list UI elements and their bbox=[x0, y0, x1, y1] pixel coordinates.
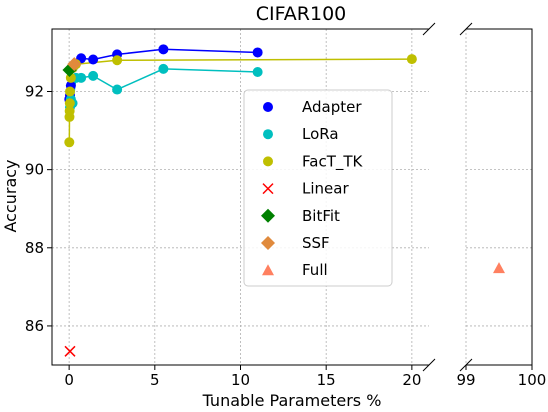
legend-bitfit-marker bbox=[261, 208, 275, 223]
adapter-point bbox=[252, 47, 263, 58]
y-tick-label: 88 bbox=[25, 239, 44, 257]
legend: Adapter LoRa FacT_TK Linear BitFit SSF Full bbox=[243, 89, 393, 287]
axis-break-mark bbox=[422, 22, 436, 36]
axis-break-mark bbox=[422, 358, 436, 372]
x-tick-label: 10 bbox=[231, 371, 250, 389]
lora-series-line bbox=[69, 68, 258, 108]
legend-bitfit-label: BitFit bbox=[302, 207, 340, 225]
legend-linear-label: Linear bbox=[302, 180, 349, 198]
y-tick-label: 90 bbox=[25, 161, 44, 179]
legend-ssf-label: SSF bbox=[302, 234, 330, 252]
axis-break-mark bbox=[459, 22, 473, 36]
right-axes-frame bbox=[466, 28, 533, 366]
adapter-point bbox=[88, 54, 99, 65]
legend-full-marker bbox=[262, 264, 274, 276]
lora-point bbox=[112, 84, 123, 95]
fact-tk-point bbox=[112, 55, 123, 66]
x-tick-label: 100 bbox=[518, 371, 547, 389]
chart-title: CIFAR100 bbox=[256, 3, 347, 25]
ssf-point bbox=[67, 57, 82, 72]
fact-tk-point bbox=[64, 98, 75, 109]
x-axis-label: Tunable Parameters % bbox=[202, 391, 382, 410]
fact-tk-point bbox=[64, 106, 75, 117]
fact-tk-point bbox=[64, 86, 75, 97]
full-point bbox=[493, 262, 505, 274]
legend-box bbox=[243, 89, 393, 287]
legend-ssf-marker bbox=[261, 236, 275, 250]
y-tick-label: 92 bbox=[25, 83, 44, 101]
lora-point bbox=[252, 66, 263, 77]
x-tick-label: 20 bbox=[402, 371, 421, 389]
y-tick-label: 86 bbox=[25, 317, 44, 335]
legend-lora-label: LoRa bbox=[302, 125, 339, 143]
y-axis-label: Accuracy bbox=[1, 159, 20, 232]
lora-point bbox=[88, 70, 99, 81]
legend-full-label: Full bbox=[302, 261, 328, 279]
adapter-point bbox=[158, 44, 169, 55]
axis-ticks: 86 88 90 92 0 5 10 15 20 99 100 bbox=[25, 83, 546, 389]
legend-adapter-marker bbox=[263, 102, 273, 112]
legend-fact-tk-marker bbox=[263, 156, 273, 167]
fact-tk-point bbox=[406, 54, 417, 65]
linear-point bbox=[64, 345, 76, 357]
lora-point bbox=[158, 63, 169, 74]
fact-tk-point bbox=[64, 137, 75, 148]
lora-point bbox=[76, 72, 87, 83]
legend-fact-tk-label: FacT_TK bbox=[302, 152, 364, 171]
legend-adapter-label: Adapter bbox=[302, 98, 362, 116]
legend-lora-marker bbox=[263, 129, 273, 140]
data-points bbox=[62, 44, 505, 357]
x-tick-label: 99 bbox=[456, 371, 475, 389]
legend-linear-marker bbox=[262, 183, 274, 195]
x-tick-label: 15 bbox=[317, 371, 336, 389]
x-tick-label: 5 bbox=[150, 371, 160, 389]
x-tick-label: 0 bbox=[64, 371, 74, 389]
